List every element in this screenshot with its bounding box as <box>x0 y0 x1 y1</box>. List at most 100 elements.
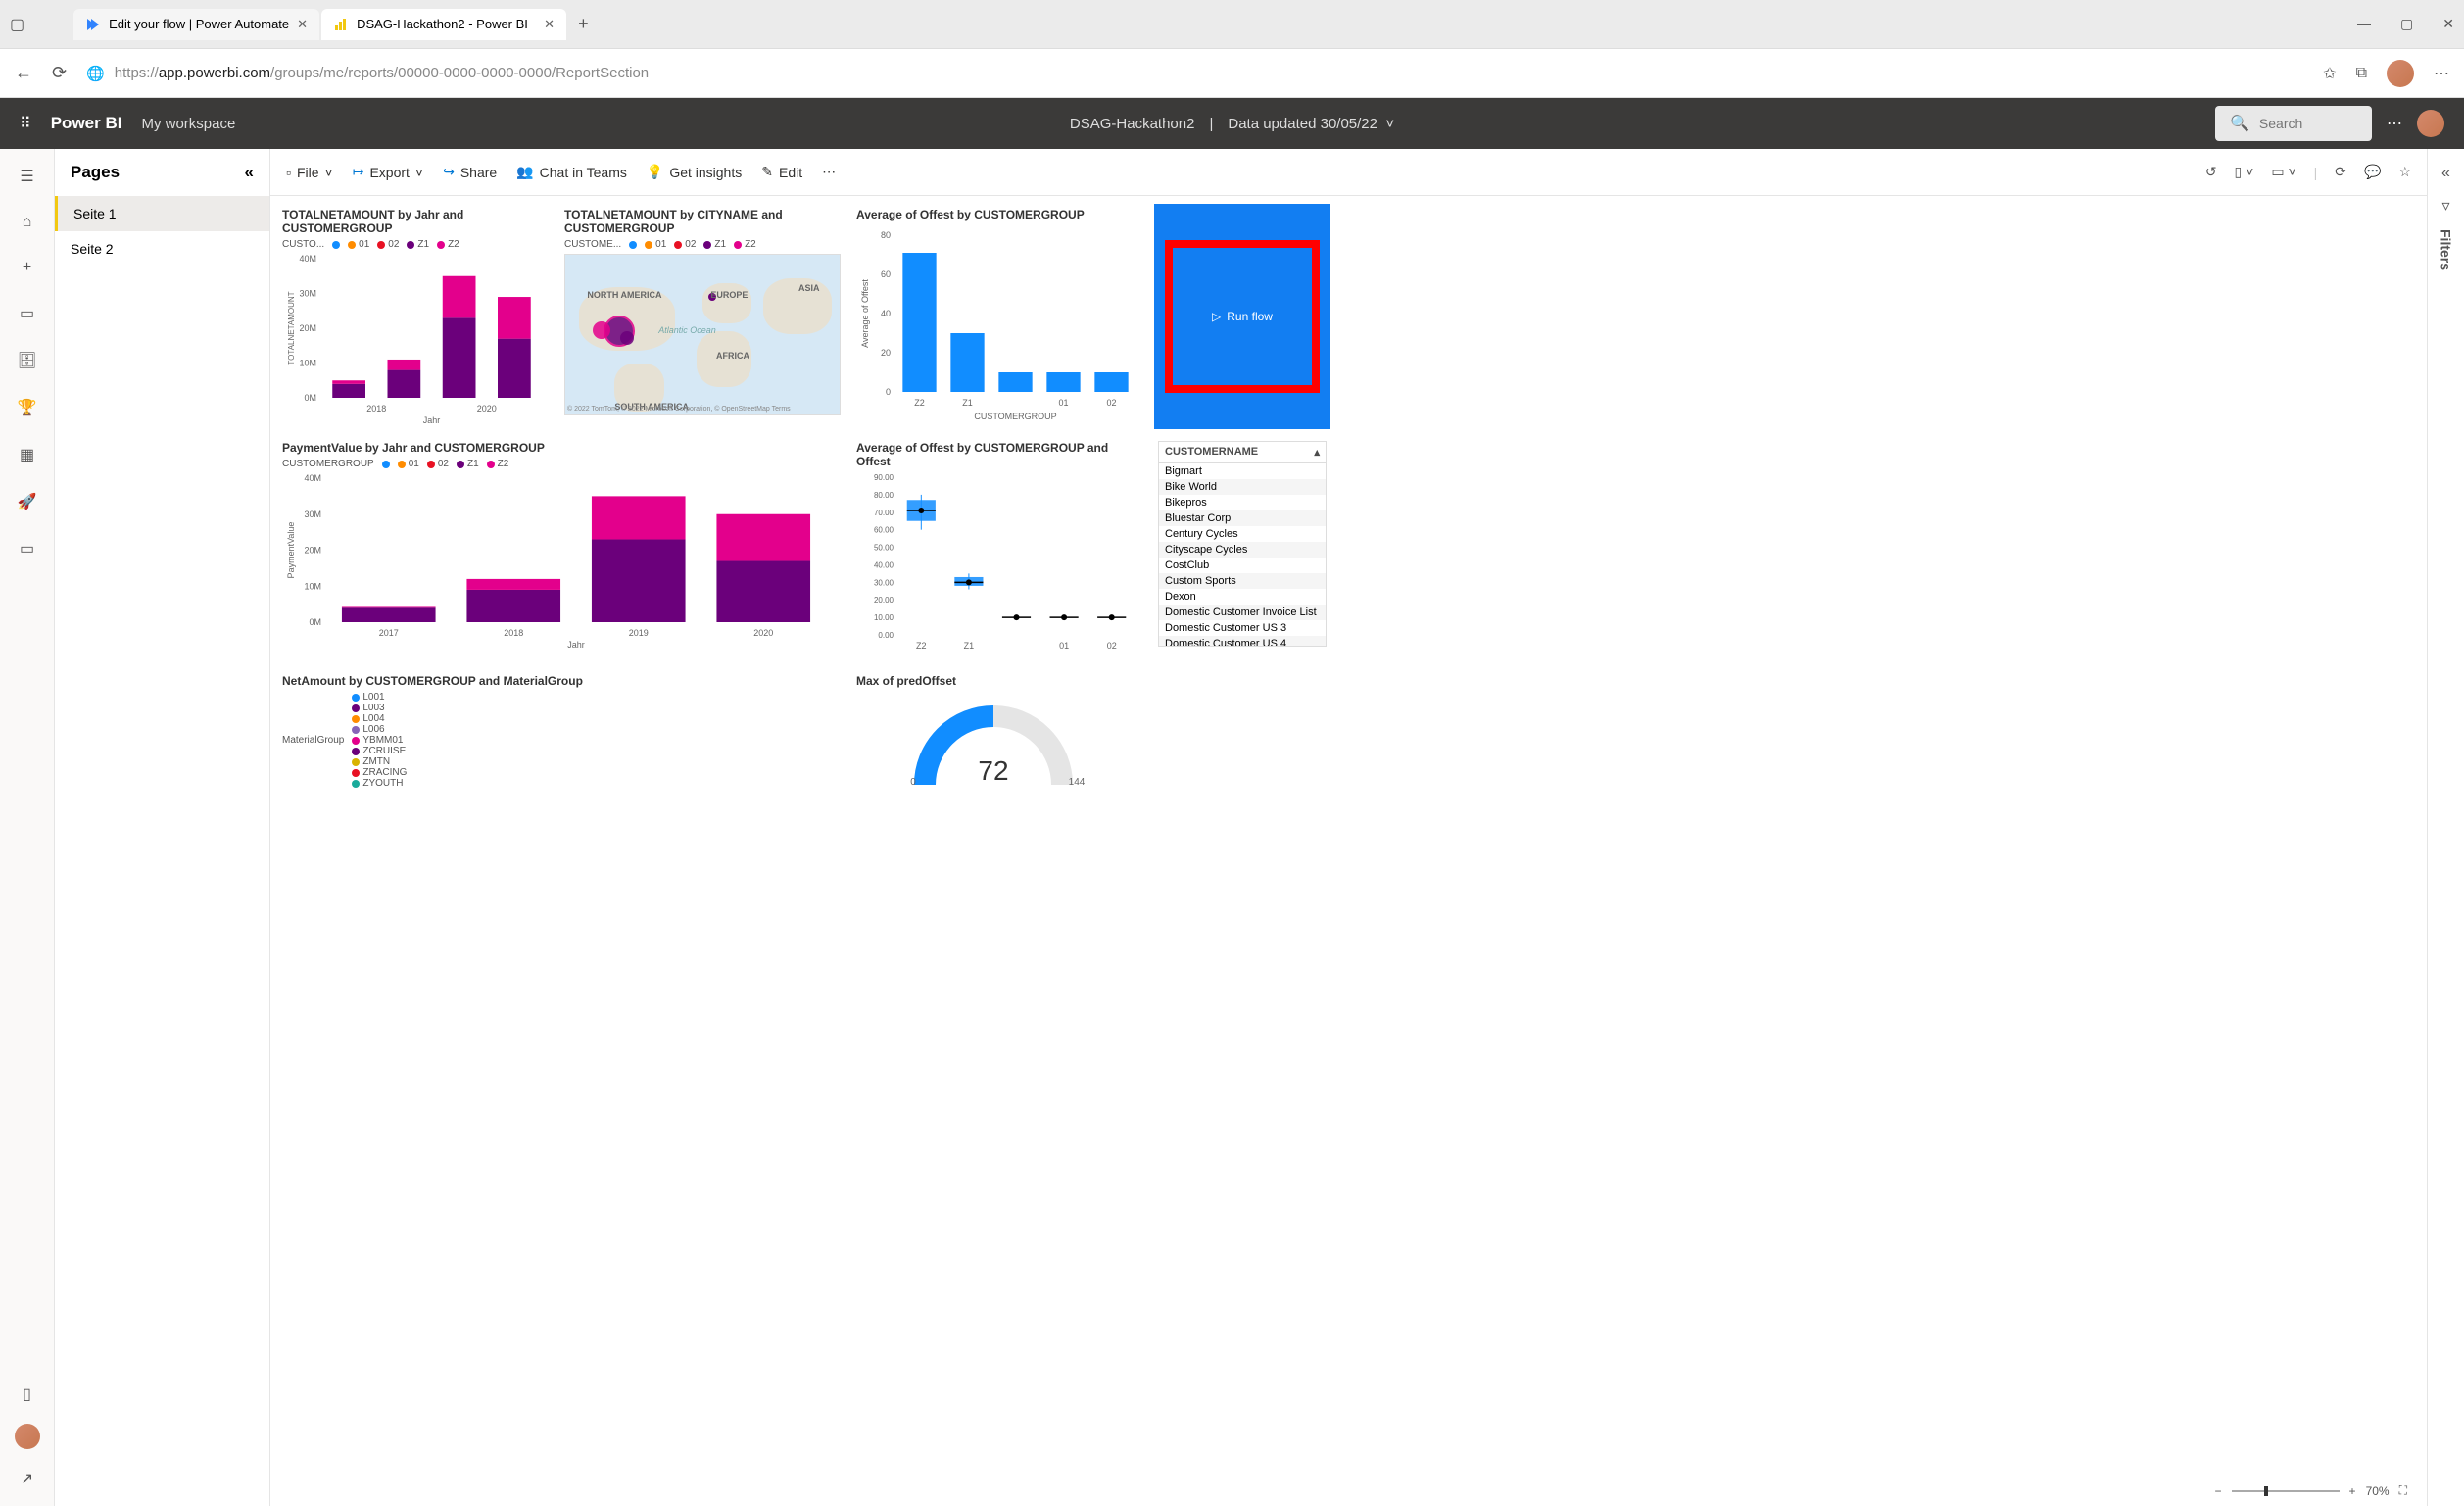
browser-toolbar: ← ⟳ 🌐 https://app.powerbi.com/groups/me/… <box>0 49 2464 98</box>
svg-text:2018: 2018 <box>504 628 523 638</box>
get-insights-button[interactable]: 💡Get insights <box>647 164 742 180</box>
data-hub-icon[interactable]: 🗄 <box>17 351 36 370</box>
chart-totalnet-city[interactable]: TOTALNETAMOUNT by CITYNAME and CUSTOMERG… <box>560 204 845 429</box>
svg-text:01: 01 <box>1058 398 1068 408</box>
expand-icon[interactable]: ↗ <box>21 1469 33 1488</box>
maximize-button[interactable]: ▢ <box>2400 16 2413 32</box>
edit-button[interactable]: ✎Edit <box>761 164 802 180</box>
customer-table-visual[interactable]: CUSTOMERNAME▴ BigmartBike WorldBikeprosB… <box>1154 437 1330 662</box>
learn-icon[interactable]: ▭ <box>20 539 34 559</box>
chart6-plot: CUSTOMER...Z1Z20M10M20M30M40M50M <box>282 793 831 798</box>
data-updated[interactable]: Data updated 30/05/22 ˅ <box>1228 116 1394 132</box>
expand-filters-icon[interactable]: « <box>2441 165 2450 182</box>
refresh-button[interactable]: ⟳ <box>52 63 67 83</box>
apps-icon[interactable]: ▦ <box>20 445 34 464</box>
table-row[interactable]: Bikepros <box>1159 495 1326 510</box>
svg-text:PaymentValue: PaymentValue <box>286 522 296 579</box>
browser-tab-1[interactable]: DSAG-Hackathon2 - Power BI ✕ <box>321 9 566 40</box>
action-bar: ▫File ˅ ↦Export ˅ ↪Share 👥Chat in Teams … <box>270 149 2427 196</box>
collections-icon[interactable]: ⧉ <box>2356 65 2367 82</box>
table-row[interactable]: CostClub <box>1159 558 1326 573</box>
workspace-avatar[interactable] <box>15 1424 40 1449</box>
map-visual[interactable]: NORTH AMERICA EUROPE ASIA AFRICA SOUTH A… <box>564 254 841 415</box>
table-header[interactable]: CUSTOMERNAME▴ <box>1159 442 1326 463</box>
chart-avg-offset-group[interactable]: Average of Offest by CUSTOMERGROUP 02040… <box>852 204 1146 429</box>
close-window-button[interactable]: ✕ <box>2442 16 2454 32</box>
zoom-slider[interactable] <box>2232 1490 2340 1492</box>
export-menu[interactable]: ↦Export ˅ <box>353 164 423 180</box>
star-icon[interactable]: ☆ <box>2398 164 2411 180</box>
goals-icon[interactable]: 🏆 <box>18 398 37 417</box>
workspaces-icon[interactable]: ▯ <box>23 1385 31 1404</box>
menu-icon[interactable]: ☰ <box>20 167 33 186</box>
favorite-icon[interactable]: ✩ <box>2323 64 2336 83</box>
filter-icon[interactable]: ▿ <box>2441 196 2449 216</box>
tab-actions-icon[interactable]: ▢ <box>10 15 24 34</box>
close-icon[interactable]: ✕ <box>297 17 308 32</box>
profile-avatar[interactable] <box>2387 60 2414 87</box>
gauge-plot: 720144 <box>856 692 1131 790</box>
browse-icon[interactable]: ▭ <box>20 304 34 323</box>
more-actions[interactable]: ⋯ <box>822 164 836 180</box>
close-icon[interactable]: ✕ <box>544 17 555 32</box>
page-item-0[interactable]: Seite 1 <box>55 196 269 231</box>
zoom-out[interactable]: − <box>2215 1484 2222 1498</box>
table-row[interactable]: Dexon <box>1159 589 1326 605</box>
search-box[interactable]: 🔍 <box>2215 106 2372 141</box>
back-button[interactable]: ← <box>15 63 32 83</box>
share-button[interactable]: ↪Share <box>443 164 497 180</box>
table-row[interactable]: Domestic Customer US 3 <box>1159 620 1326 636</box>
collapse-icon[interactable]: « <box>245 163 254 182</box>
svg-text:70.00: 70.00 <box>874 509 894 517</box>
table-row[interactable]: Domestic Customer Invoice List <box>1159 605 1326 620</box>
deployment-icon[interactable]: 🚀 <box>18 492 37 511</box>
table-row[interactable]: Domestic Customer US 4 <box>1159 636 1326 647</box>
chart-payment-year[interactable]: PaymentValue by Jahr and CUSTOMERGROUP C… <box>278 437 845 662</box>
svg-text:02: 02 <box>1106 398 1116 408</box>
browser-tab-0[interactable]: Edit your flow | Power Automate ✕ <box>73 9 319 40</box>
chart5-plot: 0.0010.0020.0030.0040.0050.0060.0070.008… <box>856 472 1140 658</box>
fit-to-page-icon[interactable]: ⛶ <box>2399 1483 2407 1498</box>
filters-label: Filters <box>2439 229 2454 270</box>
table-row[interactable]: Bigmart <box>1159 463 1326 479</box>
user-avatar[interactable] <box>2417 110 2444 137</box>
customer-table[interactable]: CUSTOMERNAME▴ BigmartBike WorldBikeprosB… <box>1158 441 1327 647</box>
more-icon[interactable]: ⋯ <box>2387 114 2402 133</box>
comment-icon[interactable]: 💬 <box>2364 164 2381 180</box>
more-icon[interactable]: ⋯ <box>2434 64 2449 83</box>
reset-icon[interactable]: ↺ <box>2205 164 2217 180</box>
table-row[interactable]: Custom Sports <box>1159 573 1326 589</box>
svg-text:TOTALNETAMOUNT: TOTALNETAMOUNT <box>287 291 296 364</box>
table-row[interactable]: Cityscape Cycles <box>1159 542 1326 558</box>
pages-header: Pages « <box>55 149 269 196</box>
table-row[interactable]: Bluestar Corp <box>1159 510 1326 526</box>
home-icon[interactable]: ⌂ <box>23 214 32 231</box>
search-icon: 🔍 <box>2230 114 2249 133</box>
gauge-predoffset[interactable]: Max of predOffset 720144 <box>852 670 1146 798</box>
address-bar[interactable]: 🌐 https://app.powerbi.com/groups/me/repo… <box>86 65 2303 82</box>
chat-teams-button[interactable]: 👥Chat in Teams <box>516 164 627 180</box>
file-menu[interactable]: ▫File ˅ <box>286 165 333 180</box>
search-input[interactable] <box>2259 116 2357 131</box>
table-row[interactable]: Century Cycles <box>1159 526 1326 542</box>
bookmark-icon[interactable]: ▯ ˅ <box>2235 164 2254 180</box>
view-icon[interactable]: ▭ ˅ <box>2271 164 2295 180</box>
url-text: https://app.powerbi.com/groups/me/report… <box>115 65 649 81</box>
chart-totalnet-year[interactable]: TOTALNETAMOUNT by Jahr and CUSTOMERGROUP… <box>278 204 553 429</box>
svg-text:0M: 0M <box>304 393 316 403</box>
pbi-brand: Power BI <box>51 114 122 133</box>
pbi-header: ⠿ Power BI My workspace DSAG-Hackathon2 … <box>0 98 2464 149</box>
create-icon[interactable]: + <box>23 259 31 276</box>
minimize-button[interactable]: — <box>2357 16 2371 32</box>
app-launcher-icon[interactable]: ⠿ <box>20 114 31 133</box>
refresh-visual-icon[interactable]: ⟳ <box>2335 164 2346 180</box>
table-row[interactable]: Bike World <box>1159 479 1326 495</box>
chart-avg-offset-box[interactable]: Average of Offest by CUSTOMERGROUP and O… <box>852 437 1146 662</box>
new-tab-button[interactable]: + <box>568 8 599 40</box>
chart-netamount-material[interactable]: NetAmount by CUSTOMERGROUP and MaterialG… <box>278 670 845 798</box>
run-flow-button[interactable]: ▷ Run flow <box>1165 240 1320 393</box>
svg-text:20.00: 20.00 <box>874 596 894 605</box>
workspace-name[interactable]: My workspace <box>141 116 235 132</box>
zoom-in[interactable]: + <box>2349 1484 2356 1498</box>
page-item-1[interactable]: Seite 2 <box>55 231 269 267</box>
